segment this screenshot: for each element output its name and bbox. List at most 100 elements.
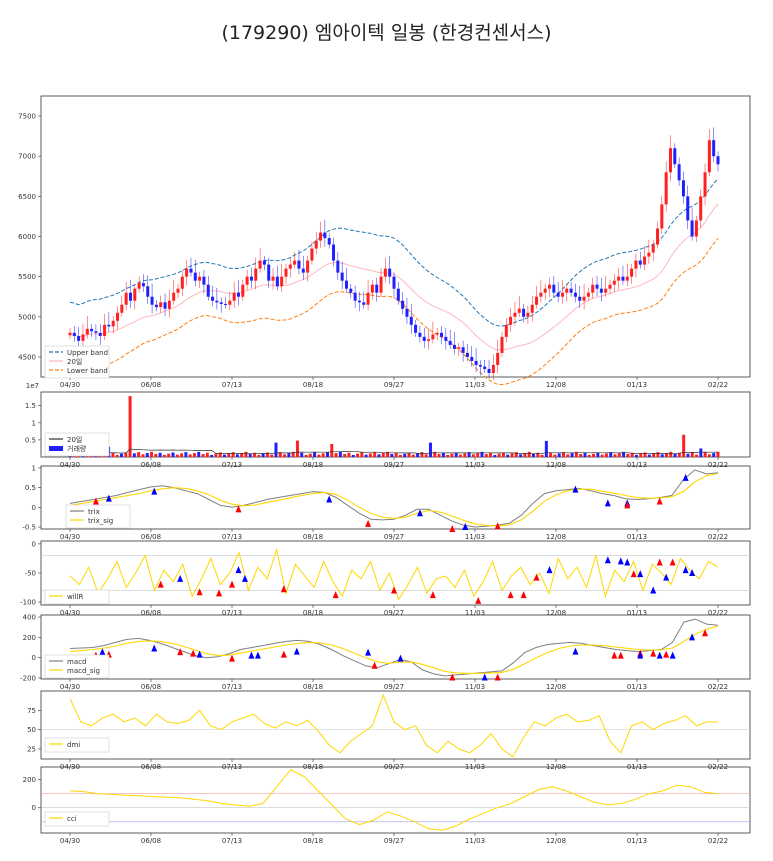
volume-bar [270, 454, 274, 457]
trix-sell-marker [235, 505, 242, 513]
macd-red-marker [611, 651, 618, 659]
macd-blue-marker [481, 673, 488, 681]
volume-bar [669, 451, 673, 457]
volume-bar [643, 452, 647, 457]
volume-xtick-label: 08/18 [303, 461, 323, 469]
macd-ytick-label: -200 [20, 674, 36, 682]
macd-xtick-label: 06/08 [141, 683, 161, 691]
price-xtick-label: 04/30 [60, 381, 80, 389]
candle-body [301, 268, 305, 273]
macd-red-marker [190, 649, 197, 657]
candle-body [535, 296, 539, 305]
trix-legend-label: trix_sig [88, 517, 113, 525]
trix-buy-marker [326, 495, 333, 503]
candle-body [427, 339, 431, 341]
candle-body [630, 268, 634, 277]
price-legend-label: Upper band [67, 349, 108, 357]
candle-body [452, 344, 456, 349]
trix-buy-marker [151, 487, 158, 495]
candle-body [154, 304, 158, 308]
dmi-line [69, 693, 718, 758]
volume-bar [205, 452, 209, 457]
candle-body [180, 276, 184, 289]
volume-bar [428, 442, 432, 457]
volume-bar [373, 452, 377, 457]
volume-bar [231, 452, 235, 457]
willr-red-marker [630, 570, 637, 578]
volume-bar [317, 454, 321, 457]
macd-red-marker [702, 629, 709, 637]
candle-body [353, 292, 357, 301]
volume-bar [480, 451, 484, 457]
macd-xtick-label: 01/13 [627, 683, 647, 691]
willr-line [69, 547, 719, 601]
willr-blue-marker [663, 573, 670, 581]
volume-bar [446, 454, 450, 457]
candle-body [712, 140, 716, 157]
candle-body [681, 180, 685, 197]
price-xtick-label: 12/08 [546, 381, 566, 389]
dmi-legend-label: dmi [67, 741, 80, 749]
volume-bar [441, 452, 445, 457]
candle-body [552, 284, 556, 293]
volume-bar [699, 448, 703, 457]
volume-bar [609, 452, 613, 457]
candle-body [651, 244, 655, 253]
willr-blue-marker [235, 566, 242, 574]
trix-buy-marker [462, 523, 469, 531]
willr-blue-marker [689, 569, 696, 576]
candle-body [496, 352, 500, 365]
trix-xtick-label: 04/30 [60, 533, 80, 541]
willr-xtick-label: 09/27 [384, 609, 404, 617]
candle-body [167, 300, 171, 309]
willr-red-marker [280, 585, 287, 593]
volume-bar [248, 454, 252, 457]
candle-body [241, 284, 245, 297]
candle-body [483, 366, 487, 369]
candle-body [185, 268, 189, 277]
volume-bar [519, 454, 523, 457]
volume-bar [527, 451, 531, 457]
volume-legend-swatch [49, 446, 63, 451]
volume-frame [40, 391, 751, 458]
volume-bar [437, 454, 441, 457]
cci-ytick-label: 200 [23, 776, 36, 784]
candle-body [133, 288, 137, 301]
candle-body [206, 284, 210, 297]
volume-bar [162, 454, 166, 457]
candle-body [638, 260, 642, 265]
candle-body [228, 300, 232, 305]
candle-body [198, 276, 202, 281]
volume-bar [424, 454, 428, 457]
willr-red-marker [196, 588, 203, 596]
trix-xtick-label: 12/08 [546, 533, 566, 541]
candle-body [211, 296, 215, 301]
volume-bar [553, 454, 557, 457]
macd-blue-marker [656, 651, 663, 659]
willr-red-marker [669, 558, 676, 566]
macd-blue-marker [248, 651, 255, 659]
volume-bar [630, 452, 634, 457]
volume-bar [167, 453, 171, 457]
macd-red-marker [449, 673, 456, 681]
volume-bar [583, 452, 587, 457]
willr-red-marker [429, 591, 436, 599]
candle-body [77, 336, 81, 341]
volume-bar [639, 453, 643, 457]
volume-bar [682, 434, 686, 457]
candle-body [254, 268, 258, 281]
macd-red-marker [177, 648, 184, 656]
volume-bar [712, 453, 716, 457]
willr-red-marker [656, 558, 663, 566]
cci-legend-label: cci [67, 815, 77, 823]
volume-bar [360, 452, 364, 457]
candle-body [608, 284, 612, 289]
volume-bar [171, 452, 175, 457]
macd-red-marker [617, 651, 624, 659]
candle-body [465, 352, 469, 357]
candle-body [604, 288, 608, 293]
candle-body [236, 292, 240, 297]
volume-bar [484, 454, 488, 457]
volume-bar [660, 454, 664, 457]
candle-body [323, 232, 327, 239]
